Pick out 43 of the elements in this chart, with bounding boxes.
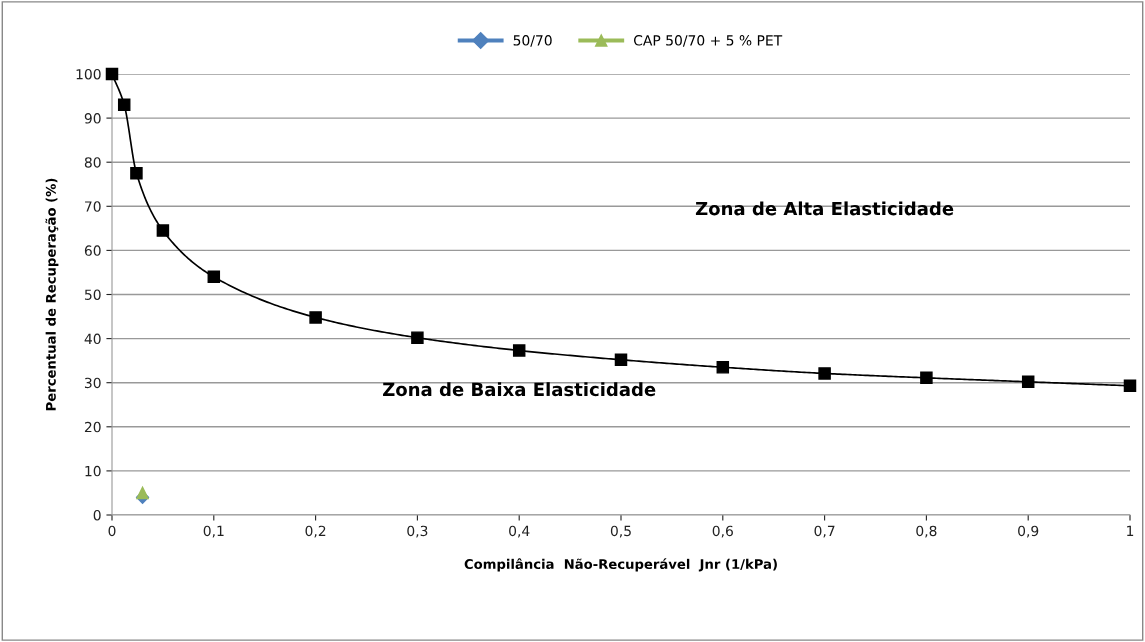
y-tick-label: 50	[84, 289, 101, 300]
y-tick-label: 100	[76, 68, 101, 80]
y-tick-label: 40	[84, 333, 101, 345]
y-tick-label: 10	[85, 465, 101, 477]
y-tick-label: 30	[84, 377, 101, 389]
x-tick-label: 1	[1127, 525, 1134, 536]
point	[117, 98, 131, 112]
x-tick-label: 0,8	[916, 525, 937, 538]
point	[309, 311, 322, 324]
legend-label: 50/70	[513, 35, 552, 47]
y-tick-label: 70	[85, 201, 101, 212]
point	[105, 67, 119, 81]
point	[818, 367, 831, 380]
point	[1123, 379, 1137, 393]
x-tick-label: 0,9	[1018, 525, 1039, 538]
point	[156, 224, 170, 237]
point	[920, 371, 933, 385]
point	[411, 331, 424, 344]
x-tick-label: 0,5	[610, 525, 631, 538]
x-tick-label: 0,4	[509, 525, 530, 538]
point	[136, 486, 149, 500]
x-tick-label: 0,1	[203, 525, 224, 538]
y-tick-label: 0	[93, 509, 101, 521]
point	[716, 361, 730, 374]
y-tick-label: 20	[84, 421, 101, 433]
x-tick-label: 0,6	[712, 525, 733, 538]
y-tick-label: 60	[84, 245, 101, 256]
annotation: Zona de Baixa Elasticidade	[383, 382, 656, 397]
y-axis-title: Percentual de Recuperação (%)	[45, 178, 59, 411]
annotation: Zona de Alta Elasticidade	[695, 201, 954, 216]
x-tick-label: 0,3	[407, 525, 428, 538]
point	[1021, 375, 1035, 389]
x-axis-title: Compilância Não-Recuperável Jnr (1/kPa)	[464, 558, 777, 572]
point	[512, 344, 526, 357]
x-tick-label: 0	[108, 525, 116, 537]
point	[614, 353, 628, 367]
point	[130, 166, 143, 180]
y-tick-label: 90	[84, 113, 101, 124]
legend-label: CAP 50/70 + 5 % PET	[633, 35, 783, 47]
x-tick-label: 0,7	[814, 525, 835, 538]
point	[207, 270, 221, 284]
x-tick-label: 0,2	[305, 525, 326, 538]
y-tick-label: 80	[84, 157, 101, 168]
